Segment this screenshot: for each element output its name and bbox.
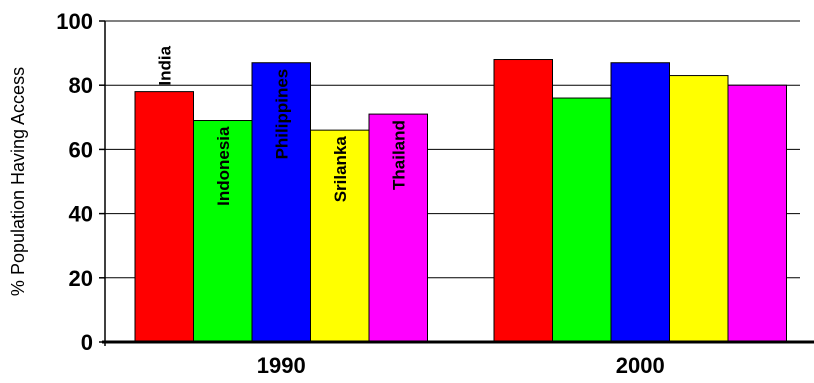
- bar-label-india: India: [155, 45, 174, 85]
- y-tick-label: 20: [69, 266, 93, 291]
- y-tick-label: 100: [56, 9, 93, 34]
- bar-philippines-1990: [251, 62, 311, 343]
- bar-label-srilanka: Srilanka: [331, 136, 350, 203]
- bar-srilanka-1990: [310, 129, 370, 343]
- x-category-label: 1990: [257, 353, 306, 378]
- x-category-labels: 1990 2000: [257, 353, 665, 378]
- axes: [102, 21, 814, 346]
- y-axis-title: % Population Having Access: [8, 67, 28, 296]
- bar-srilanka-2000: [669, 75, 729, 343]
- bar-label-indonesia: Indonesia: [214, 126, 233, 206]
- bar-labels: India Indonesia Philippines Srilanka Thailan…: [155, 45, 408, 205]
- bar-label-philippines: Philippines: [272, 69, 291, 160]
- y-tick-label: 0: [81, 330, 93, 355]
- bar-philippines-2000: [610, 62, 670, 343]
- y-tick-labels: 0 20 40 60 80 100: [56, 9, 105, 355]
- x-category-label: 2000: [616, 353, 665, 378]
- bar-india-1990: [134, 91, 194, 343]
- bar-label-thailand: Thailand: [389, 120, 408, 190]
- bar-thailand-1990: [368, 113, 428, 343]
- y-tick-label: 80: [69, 73, 93, 98]
- y-tick-label: 60: [69, 137, 93, 162]
- bar-indonesia-2000: [552, 97, 612, 343]
- bar-thailand-2000: [727, 84, 787, 343]
- y-tick-label: 40: [69, 202, 93, 227]
- bar-india-2000: [493, 59, 553, 343]
- bars: [134, 59, 787, 343]
